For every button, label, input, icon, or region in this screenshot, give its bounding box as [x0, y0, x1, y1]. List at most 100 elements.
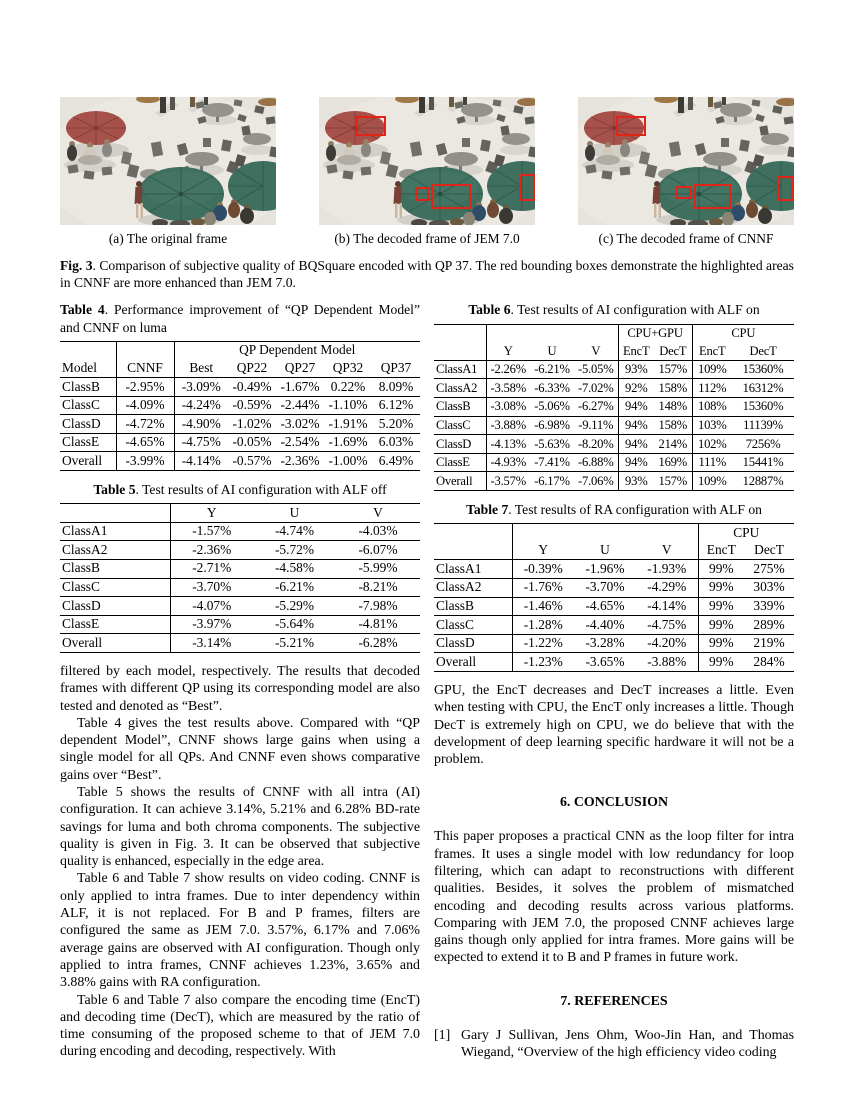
table-6-caption-text: . Test results of AI configuration with … — [510, 302, 760, 318]
table-cell: ClassD — [60, 414, 117, 434]
table-row: ClassA1 -2.26% -6.21% -5.05% 93% 157% 109% 1536… — [434, 360, 795, 379]
table-cell: -4.75% — [181, 434, 221, 450]
table-cell: -2.44% — [280, 397, 320, 413]
table-cell: ClassA2 — [60, 540, 171, 560]
table-cell: 112% — [698, 380, 727, 395]
figure-3a: (a) The original frame — [60, 97, 276, 246]
table-4-label: Table 4 — [60, 302, 105, 318]
reference-text: Gary J Sullivan, Jens Ohm, Woo-Jin Han, … — [461, 1027, 794, 1061]
table-row: Overall -3.99% -4.14% -0.57% -2.36% -1.00% 6.4… — [60, 451, 420, 471]
table-cell: ClassA1 — [434, 360, 487, 379]
table-cell: -3.57% — [490, 473, 527, 488]
table-cell: 94% — [625, 436, 648, 451]
table-row: ClassA1 -1.57% -4.74% -4.03% — [60, 522, 420, 541]
table-cell: -4.14% — [636, 597, 699, 616]
table-7-caption: Table 7. Test results of RA configuratio… — [434, 501, 794, 518]
table-row: ClassE -4.93% -7.41% -6.88% 94% 169% 111% 15441… — [434, 453, 795, 472]
body-paragraph: Table 6 and Table 7 show results on vide… — [60, 871, 420, 991]
table-cell: -7.06% — [574, 471, 619, 491]
table-cell: 6.49% — [378, 452, 414, 468]
table-5: Y U V ClassA1 -1.57% -4.74% -4.03% ClassA2 -2… — [60, 503, 420, 653]
table-cell: -1.23% — [523, 653, 563, 669]
table-cell: -0.05% — [232, 434, 272, 450]
table-cell: -1.57% — [192, 523, 232, 539]
table-cell: Overall — [60, 451, 117, 471]
table-row: ClassC -4.09% -4.24% -0.59% -2.44% -1.10% 6.12… — [60, 396, 420, 415]
table-cell: 303% — [753, 579, 785, 595]
figure-3c: (c) The decoded frame of CNNF — [578, 97, 794, 246]
table-row: ClassD -4.13% -5.63% -8.20% 94% 214% 102% 7256% — [434, 434, 795, 454]
table-cell: -4.13% — [490, 436, 527, 451]
table-cell: -1.69% — [328, 434, 368, 450]
table-cell: -6.21% — [274, 579, 315, 595]
table-cell: -6.88% — [574, 453, 619, 472]
table-7-label: Table 7 — [466, 501, 509, 517]
table-row: ClassD -4.72% -4.90% -1.02% -3.02% -1.91% 5.20… — [60, 414, 420, 434]
table-4-group-header: QP Dependent Model — [239, 342, 356, 358]
table-cell: 93% — [625, 362, 648, 377]
body-paragraph: Table 6 and Table 7 also compare the enc… — [60, 992, 420, 1060]
table-cell: -1.93% — [636, 559, 699, 579]
table-cell: -3.58% — [490, 380, 527, 395]
table-cell: -6.21% — [534, 362, 570, 377]
table-cell: -1.28% — [523, 616, 563, 632]
table-cell: -0.59% — [232, 397, 272, 413]
table-cell: -6.28% — [358, 634, 398, 650]
table-cell: 148% — [654, 397, 693, 417]
table-cell: 289% — [753, 616, 785, 632]
table-4: QP Dependent Model Model CNNF Best QP22 … — [60, 340, 420, 471]
table-cell: 99% — [709, 560, 734, 576]
table-cell: Overall — [60, 633, 171, 653]
table-6: CPU+GPU CPU Y U V EncT DecT EncT DecT Cl… — [434, 323, 795, 491]
reference-item: [1] Gary J Sullivan, Jens Ohm, Woo-Jin H… — [434, 1027, 794, 1062]
table-cell: 102% — [697, 436, 727, 451]
table-cell: -4.65% — [116, 433, 175, 452]
table-cell: -1.02% — [232, 415, 272, 431]
table-cell: 158% — [654, 378, 693, 398]
table-cell: -4.20% — [636, 634, 699, 653]
table-cell: ClassB — [434, 397, 487, 417]
table-cell: -6.27% — [574, 397, 619, 417]
table-cell: 94% — [625, 399, 648, 414]
table-row: ClassB -3.08% -5.06% -6.27% 94% 148% 108% 15360… — [434, 397, 795, 417]
figure-3c-caption: (c) The decoded frame of CNNF — [598, 231, 774, 246]
table-cell: -3.08% — [490, 399, 527, 414]
table-cell: 109% — [697, 362, 727, 377]
original-frame-image — [60, 97, 276, 225]
table-cell: 99% — [709, 598, 734, 614]
table-cell: -1.91% — [328, 415, 368, 431]
table-cell: -8.21% — [358, 579, 398, 595]
table-row: ClassE -3.97% -5.64% -4.81% — [60, 615, 420, 634]
table-cell: 0.22% — [330, 378, 366, 394]
table-row: ClassA1 -0.39% -1.96% -1.93% 99% 275% — [434, 559, 795, 579]
table-cell: ClassD — [60, 596, 171, 616]
table-6-caption: Table 6. Test results of AI configuratio… — [434, 301, 794, 318]
jem-decoded-frame-image — [319, 97, 535, 225]
table-cell: 11139% — [743, 418, 783, 433]
table-cell: -2.54% — [280, 434, 320, 450]
table-cell: -3.97% — [192, 616, 232, 632]
table-cell: -4.24% — [181, 397, 221, 413]
table-cell: ClassC — [434, 416, 487, 435]
table-cell: -3.09% — [181, 378, 221, 394]
table-7-group-cpu: CPU — [733, 524, 760, 540]
table-cell: -5.99% — [358, 560, 398, 576]
table-cell: ClassA2 — [434, 578, 513, 598]
table-cell: 12887% — [742, 473, 784, 488]
table-row: ClassA2 -1.76% -3.70% -4.29% 99% 303% — [434, 578, 795, 598]
table-cell: ClassA2 — [434, 378, 487, 398]
table-cell: -0.39% — [523, 560, 563, 576]
table-cell: -0.49% — [232, 378, 272, 394]
table-4-caption: Table 4. Performance improvement of “QP … — [60, 301, 420, 335]
table-cell: -3.65% — [585, 653, 625, 669]
table-cell: -0.57% — [232, 452, 272, 468]
table-row: ClassE -4.65% -4.75% -0.05% -2.54% -1.69% 6.03… — [60, 433, 420, 452]
table-cell: -4.90% — [181, 415, 221, 431]
table-cell: -5.64% — [274, 616, 315, 632]
table-cell: -5.63% — [534, 436, 570, 451]
table-cell: 5.20% — [378, 415, 414, 431]
table-cell: ClassE — [60, 433, 117, 452]
table-cell: -3.88% — [490, 418, 527, 433]
table-cell: -4.75% — [636, 615, 699, 635]
table-cell: -4.40% — [585, 616, 625, 632]
